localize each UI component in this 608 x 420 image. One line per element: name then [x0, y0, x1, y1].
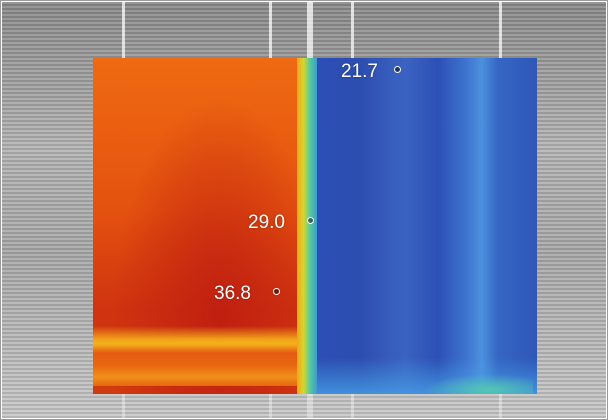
- temperature-gradient-edge: [297, 58, 319, 394]
- measurement-point-marker: [394, 66, 401, 73]
- measurement-point-marker: [273, 288, 280, 295]
- temperature-reading: 36.8: [214, 283, 251, 304]
- hot-region-band: [93, 326, 305, 386]
- temperature-reading: 29.0: [248, 212, 285, 233]
- measurement-point-marker: [307, 217, 314, 224]
- thermal-panel: [93, 58, 537, 394]
- temperature-reading: 21.7: [341, 61, 378, 82]
- cold-region: [317, 58, 537, 394]
- cold-region-spot: [423, 374, 533, 394]
